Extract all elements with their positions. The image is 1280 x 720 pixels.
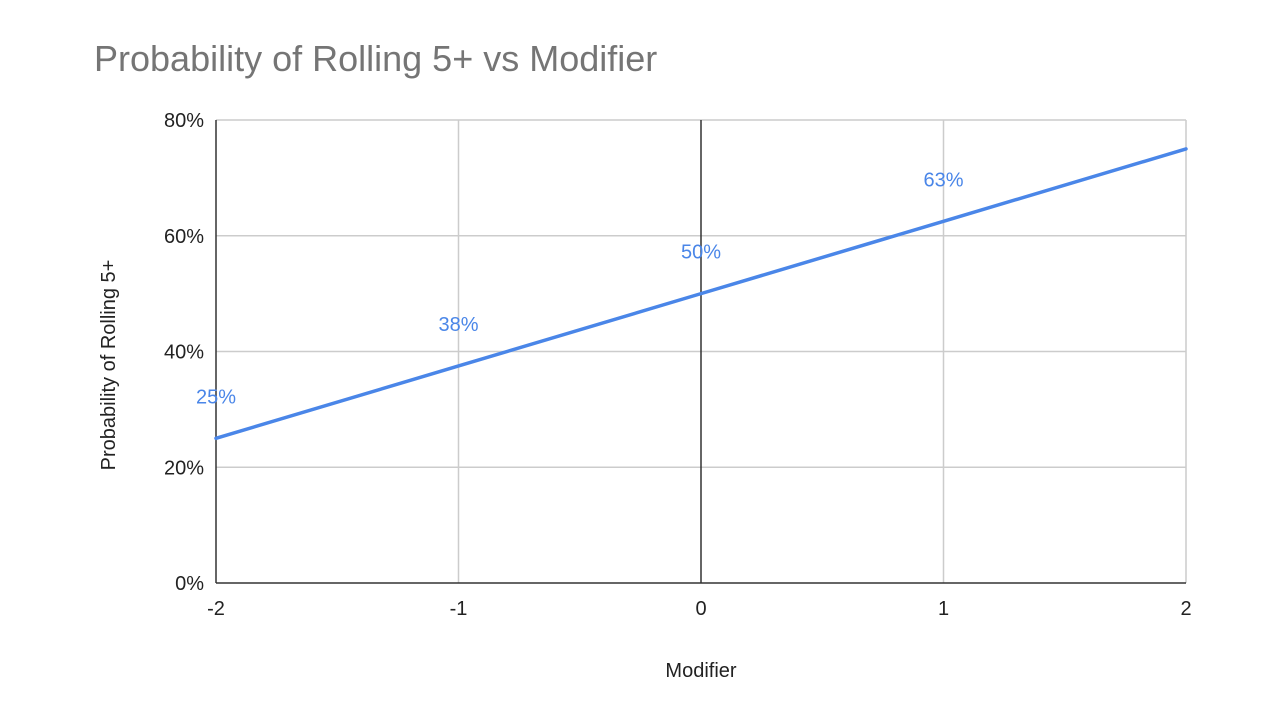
x-tick-label: 2 bbox=[1180, 598, 1191, 620]
x-axis-title: Modifier bbox=[665, 660, 736, 682]
y-tick-label: 60% bbox=[164, 226, 204, 248]
y-tick-label: 0% bbox=[175, 573, 204, 595]
x-tick-label: -2 bbox=[207, 598, 225, 620]
series bbox=[214, 147, 1188, 441]
chart-title: Probability of Rolling 5+ vs Modifier bbox=[94, 38, 658, 79]
grid bbox=[216, 119, 1187, 583]
series-line bbox=[214, 147, 1188, 441]
data-label: 25% bbox=[196, 386, 236, 408]
y-axis-title: Probability of Rolling 5+ bbox=[98, 260, 120, 471]
y-tick-label: 40% bbox=[164, 342, 204, 364]
data-label: 50% bbox=[681, 242, 721, 264]
data-labels: 25% 38% 50% 63% bbox=[196, 169, 964, 408]
x-tick-label: 0 bbox=[695, 598, 706, 620]
axes: 0% 20% 40% 60% 80% -2 -1 0 1 2 bbox=[164, 110, 1192, 620]
data-label: 38% bbox=[438, 314, 478, 336]
x-tick-label: 1 bbox=[938, 598, 949, 620]
data-label: 63% bbox=[923, 169, 963, 191]
y-tick-label: 20% bbox=[164, 457, 204, 479]
x-tick-label: -1 bbox=[450, 598, 468, 620]
y-tick-label: 80% bbox=[164, 110, 204, 132]
